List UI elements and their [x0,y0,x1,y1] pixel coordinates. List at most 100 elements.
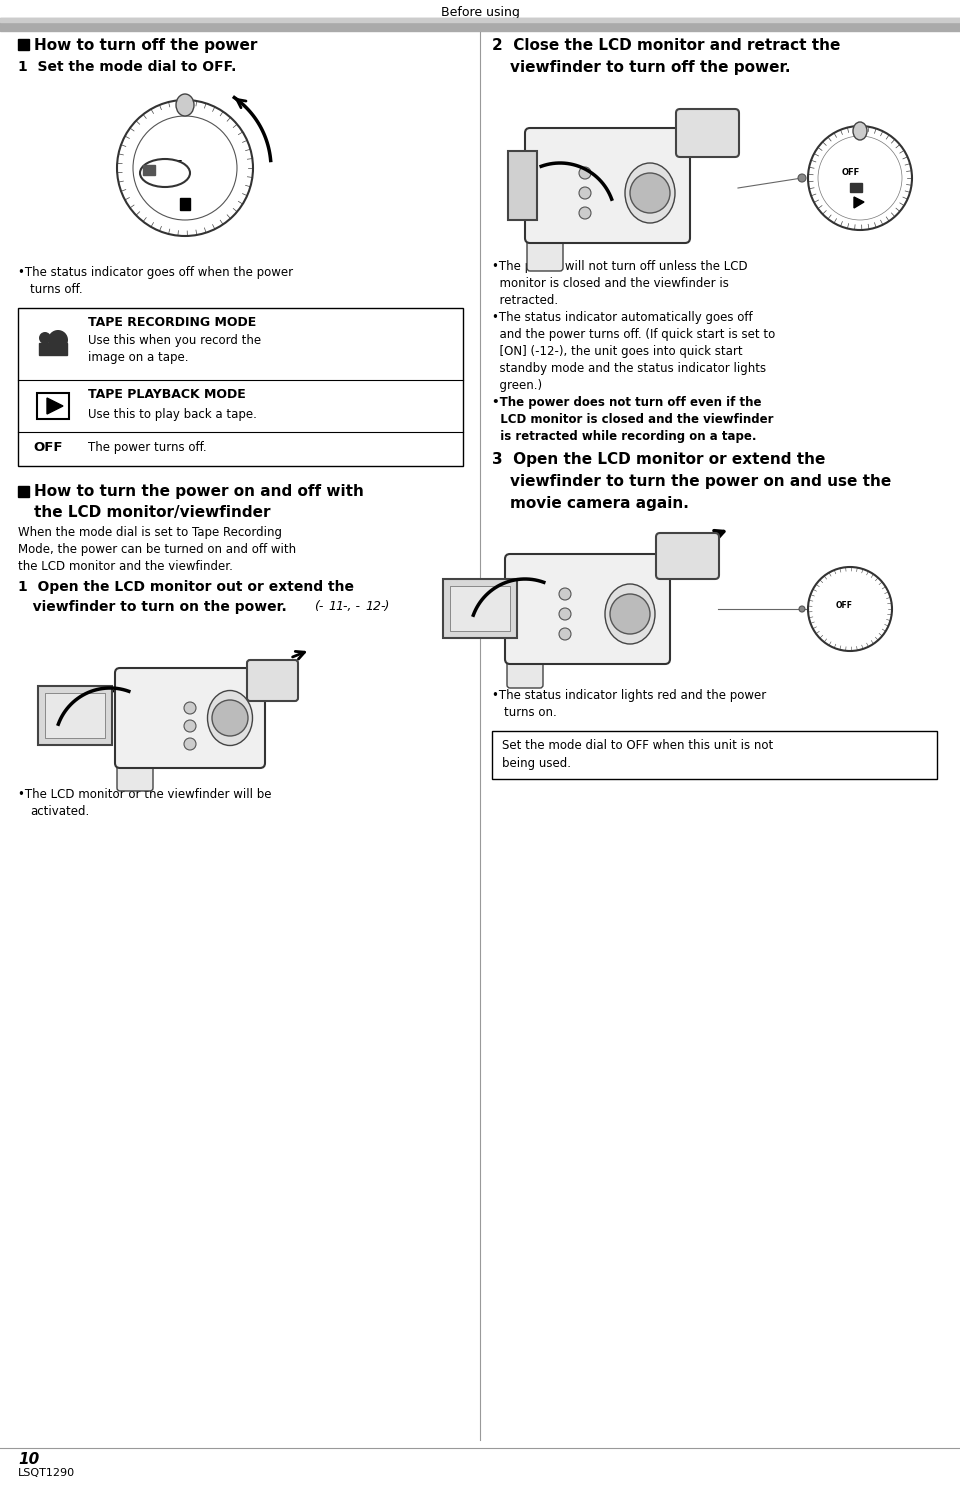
Circle shape [559,607,571,621]
Text: How to turn off the power: How to turn off the power [34,39,257,53]
Polygon shape [47,398,63,414]
Text: and the power turns off. (If quick start is set to: and the power turns off. (If quick start… [492,328,776,342]
Bar [0,18,960,31]
Bar [0,18,960,22]
FancyBboxPatch shape [527,215,563,270]
Circle shape [559,588,571,600]
Circle shape [579,206,591,218]
Circle shape [579,166,591,180]
Circle shape [799,606,805,612]
FancyBboxPatch shape [507,634,543,688]
Circle shape [184,720,196,732]
Text: 3  Open the LCD monitor or extend the: 3 Open the LCD monitor or extend the [492,451,826,466]
Text: viewfinder to turn the power on and use the: viewfinder to turn the power on and use … [510,474,891,489]
Text: Before using: Before using [441,6,519,19]
Circle shape [39,333,51,345]
Text: How to turn the power on and off with: How to turn the power on and off with [34,484,364,499]
Text: monitor is closed and the viewfinder is: monitor is closed and the viewfinder is [492,278,729,290]
FancyBboxPatch shape [676,108,739,157]
Circle shape [212,699,248,737]
Text: 12: 12 [365,600,381,613]
Text: •The status indicator lights red and the power: •The status indicator lights red and the… [492,689,766,702]
Text: standby mode and the status indicator lights: standby mode and the status indicator li… [492,362,766,376]
Text: (-: (- [314,600,324,613]
Text: TAPE RECORDING MODE: TAPE RECORDING MODE [88,316,256,330]
Circle shape [798,174,806,183]
Bar [850,183,862,192]
Bar [492,731,937,780]
Circle shape [184,738,196,750]
Text: TAPE PLAYBACK MODE: TAPE PLAYBACK MODE [88,388,246,401]
Text: Mode, the power can be turned on and off with: Mode, the power can be turned on and off… [18,544,296,555]
Text: LCD monitor is closed and the viewfinder: LCD monitor is closed and the viewfinder [492,413,774,426]
Text: viewfinder to turn on the power.: viewfinder to turn on the power. [18,600,292,613]
FancyBboxPatch shape [508,151,537,220]
Circle shape [610,594,650,634]
Text: image on a tape.: image on a tape. [88,350,188,364]
Text: [ON] (-12-), the unit goes into quick start: [ON] (-12-), the unit goes into quick st… [492,345,743,358]
FancyBboxPatch shape [115,668,265,768]
Text: the LCD monitor and the viewfinder.: the LCD monitor and the viewfinder. [18,560,233,573]
Text: OFF: OFF [33,441,62,454]
Text: OFF: OFF [161,160,182,169]
Text: is retracted while recording on a tape.: is retracted while recording on a tape. [492,431,756,443]
Text: 1  Set the mode dial to OFF.: 1 Set the mode dial to OFF. [18,59,236,74]
Text: viewfinder to turn off the power.: viewfinder to turn off the power. [510,59,790,76]
Text: Use this when you record the: Use this when you record the [88,334,261,347]
Circle shape [559,628,571,640]
Text: When the mode dial is set to Tape Recording: When the mode dial is set to Tape Record… [18,526,282,539]
Bar [450,587,510,631]
Text: The power turns off.: The power turns off. [88,441,206,454]
Ellipse shape [140,159,190,187]
Text: 10: 10 [18,1452,39,1467]
FancyBboxPatch shape [505,554,670,664]
Text: turns on.: turns on. [504,705,557,719]
Ellipse shape [853,122,867,140]
Text: Use this to play back a tape.: Use this to play back a tape. [88,408,257,422]
Text: •The status indicator goes off when the power: •The status indicator goes off when the … [18,266,293,279]
Bar [18,39,29,50]
FancyBboxPatch shape [443,579,517,639]
Text: OFF: OFF [842,168,860,177]
Ellipse shape [605,584,655,644]
Text: activated.: activated. [30,805,89,818]
Text: •The status indicator automatically goes off: •The status indicator automatically goes… [492,310,753,324]
Bar [39,343,67,355]
FancyBboxPatch shape [117,735,153,792]
Bar [18,486,29,497]
Circle shape [579,187,591,199]
Text: •The LCD monitor or the viewfinder will be: •The LCD monitor or the viewfinder will … [18,789,272,800]
Text: 1  Open the LCD monitor out or extend the: 1 Open the LCD monitor out or extend the [18,581,354,594]
Text: the LCD monitor/viewfinder: the LCD monitor/viewfinder [34,505,271,520]
Text: green.): green.) [492,379,542,392]
FancyBboxPatch shape [656,533,719,579]
Ellipse shape [207,691,252,745]
Text: •The power does not turn off even if the: •The power does not turn off even if the [492,396,761,408]
Bar [37,394,69,419]
Text: Set the mode dial to OFF when this unit is not: Set the mode dial to OFF when this unit … [502,740,773,751]
Text: -): -) [380,600,390,613]
Circle shape [184,702,196,714]
Text: •The power will not turn off unless the LCD: •The power will not turn off unless the … [492,260,748,273]
Text: retracted.: retracted. [492,294,558,307]
Bar [45,693,105,738]
Bar [18,307,463,466]
Polygon shape [854,198,864,208]
Text: turns off.: turns off. [30,284,83,296]
Text: LSQT1290: LSQT1290 [18,1469,75,1478]
Ellipse shape [625,163,675,223]
FancyBboxPatch shape [525,128,690,244]
FancyBboxPatch shape [38,686,112,745]
Bar [143,165,155,175]
Circle shape [630,172,670,212]
Bar [180,198,190,209]
Text: OFF: OFF [836,601,853,610]
Text: 2  Close the LCD monitor and retract the: 2 Close the LCD monitor and retract the [492,39,840,53]
Text: -, -: -, - [343,600,360,613]
FancyBboxPatch shape [247,659,298,701]
Text: 11: 11 [328,600,344,613]
Ellipse shape [176,94,194,116]
Text: being used.: being used. [502,757,571,771]
Circle shape [48,330,68,350]
Text: movie camera again.: movie camera again. [510,496,689,511]
